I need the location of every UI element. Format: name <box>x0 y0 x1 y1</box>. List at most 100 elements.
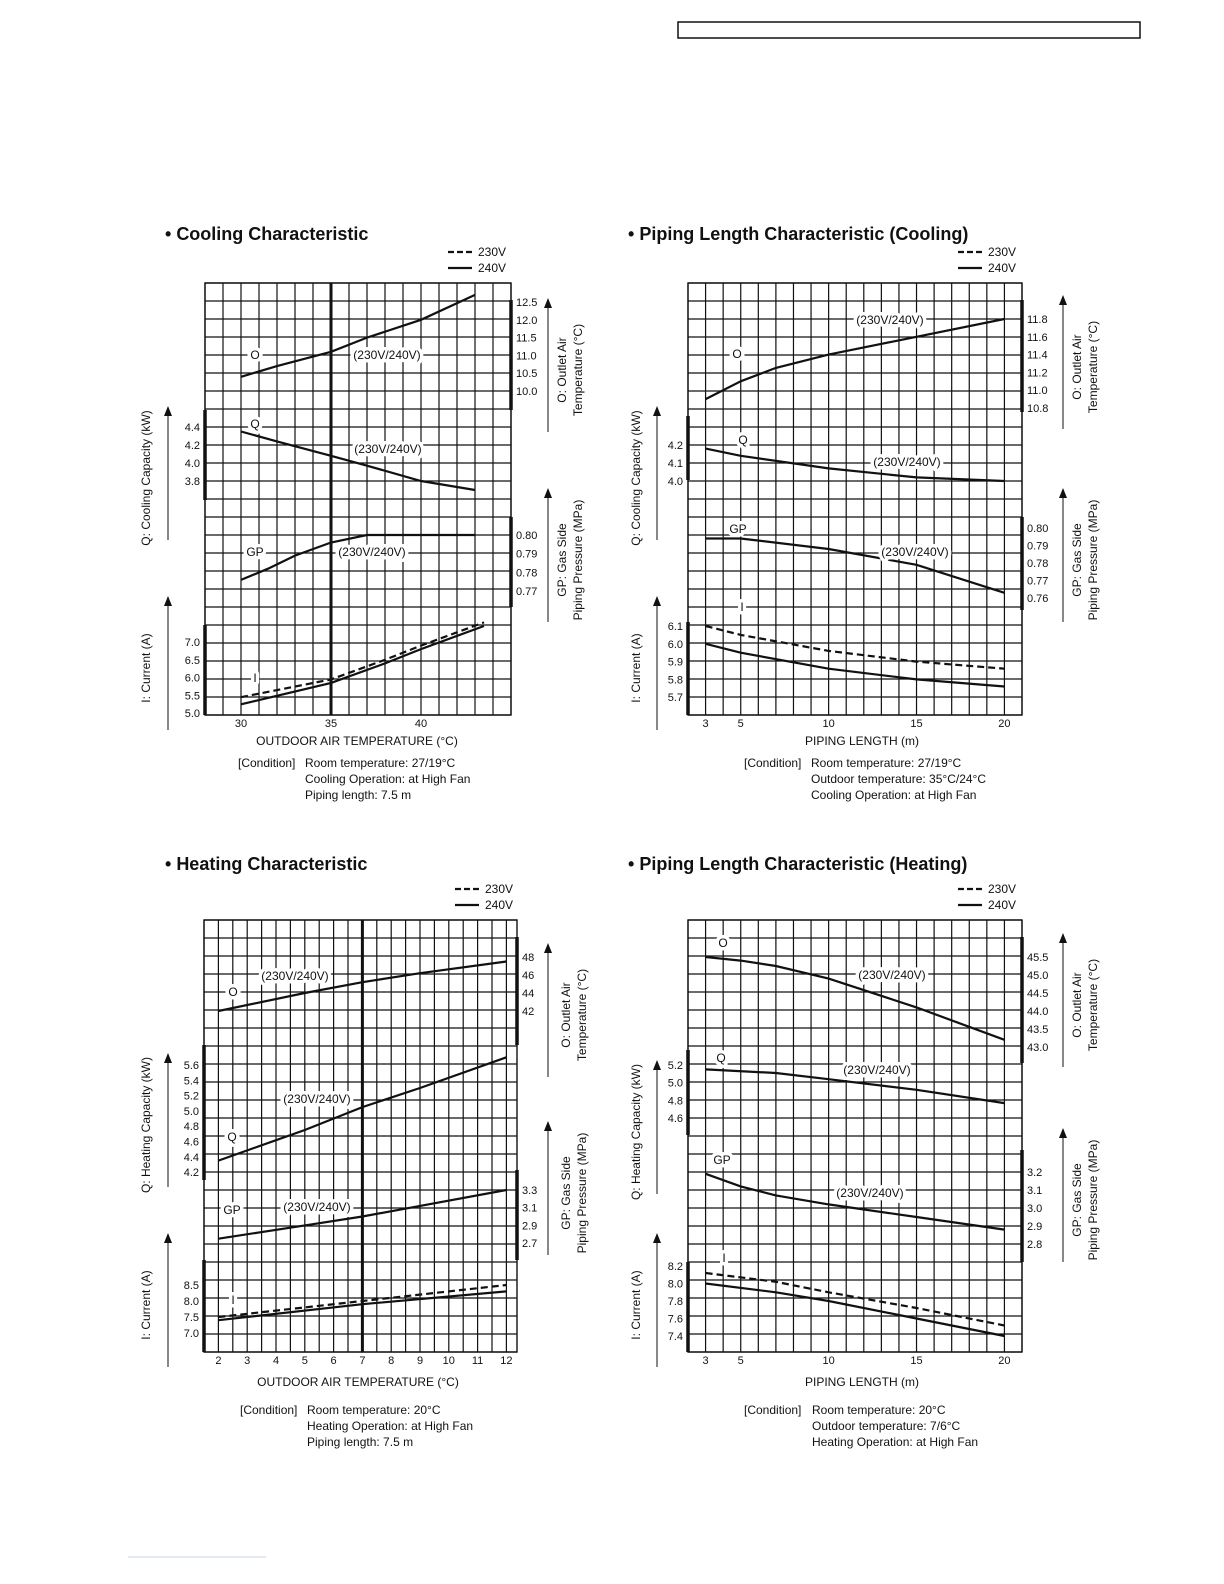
chart-3: • Heating Characteristic 230V 240V 2 3 4 5 6 7 8 9… <box>139 854 589 1449</box>
legend-label: 240V <box>988 261 1016 275</box>
y-tick-label: 46 <box>522 970 534 982</box>
y-tick-label: 2.8 <box>1027 1239 1042 1251</box>
curve-voltage-label: (230V/240V) <box>873 455 940 469</box>
series-line-i-230V <box>705 1271 1005 1327</box>
y-tick-label: 44.5 <box>1027 988 1048 1000</box>
series-line-o-230V-240V <box>705 317 1005 401</box>
y-tick-label: 11.4 <box>1027 350 1048 362</box>
y-tick-label: 7.0 <box>185 637 200 649</box>
y-tick-label: 2.9 <box>1027 1221 1042 1233</box>
legend-label: 240V <box>988 898 1016 912</box>
chart-title-text: Piping Length Characteristic (Cooling) <box>639 224 968 244</box>
condition-label: [Condition] <box>744 1403 801 1417</box>
x-tick-label: 2 <box>215 1355 221 1367</box>
bullet-icon: • <box>628 224 639 244</box>
curve-voltage-label: (230V/240V) <box>338 545 405 559</box>
arrow-up-icon <box>653 1060 661 1070</box>
y-tick-label: 4.2 <box>668 440 683 452</box>
panel-o: 11.8 11.6 11.4 11.2 11.0 10.8 O (230V/240V) O: O… <box>705 295 1100 429</box>
y-tick-label: 0.78 <box>1027 558 1048 570</box>
y-tick-label: 4.8 <box>184 1121 199 1133</box>
condition-line: Outdoor temperature: 35°C/24°C <box>811 772 986 786</box>
curve-voltage-label: (230V/240V) <box>836 1186 903 1200</box>
y-tick-label: 0.76 <box>1027 593 1048 605</box>
arrow-up-icon <box>164 1053 172 1063</box>
condition-label: [Condition] <box>744 756 801 770</box>
panel-q: 4.4 4.2 4.0 3.8 Q (230V/240V) Q: Cooling Capac… <box>139 406 476 546</box>
chart-title: • Piping Length Characteristic (Cooling) <box>628 224 968 244</box>
series-line-i-230V <box>218 1283 507 1319</box>
x-tick-label: 7 <box>359 1355 365 1367</box>
y-tick-label: 12.5 <box>516 297 537 309</box>
y-tick-label: 5.0 <box>184 1106 199 1118</box>
y-tick-label: 3.1 <box>1027 1185 1042 1197</box>
y-tick-label: 5.0 <box>668 1078 683 1090</box>
x-tick-label: 12 <box>500 1355 512 1367</box>
y-tick-label: 7.8 <box>668 1296 683 1308</box>
y-tick-label: 11.0 <box>1027 385 1048 397</box>
panel-gp: 0.80 0.79 0.78 0.77 0.76 GP (230V/240V) GP: Gas… <box>705 488 1100 622</box>
y-tick-label: 5.2 <box>668 1060 683 1072</box>
curve-voltage-label: (230V/240V) <box>353 348 420 362</box>
y-tick-label: 6.0 <box>668 639 683 651</box>
y-tick-label: 4.0 <box>185 458 200 470</box>
y-axis-title: Q: Heating Capacity (kW) <box>629 1064 643 1200</box>
x-tick-label: 20 <box>998 1355 1010 1367</box>
condition-label: [Condition] <box>240 1403 297 1417</box>
y-tick-label: 4.1 <box>668 458 683 470</box>
panel-i: 8.5 8.0 7.5 7.0 I I: Current (A) <box>139 1233 507 1367</box>
y-axis-title: I: Current (A) <box>629 633 643 702</box>
y-tick-label: 11.0 <box>516 350 537 362</box>
y-tick-label: 3.0 <box>1027 1203 1042 1215</box>
y-axis-title: Piping Pressure (MPa) <box>1086 500 1100 621</box>
panel-q: 5.2 5.0 4.8 4.6 Q (230V/240V) Q: Heating Capac… <box>629 1048 1005 1200</box>
y-axis-title: Temperature (°C) <box>571 324 585 416</box>
condition-line: Heating Operation: at High Fan <box>812 1435 978 1449</box>
panel-gp: 3.3 3.1 2.9 2.7 GP (230V/240V) GP: Gas Side Pip… <box>218 1121 589 1260</box>
y-tick-label: 7.4 <box>668 1331 683 1343</box>
arrow-up-icon <box>164 406 172 416</box>
y-tick-label: 5.7 <box>668 692 683 704</box>
y-axis-title: Temperature (°C) <box>1086 321 1100 413</box>
series-line-gp-230V-240V <box>240 533 475 581</box>
x-tick-label: 3 <box>244 1355 250 1367</box>
arrow-up-icon <box>1059 488 1067 498</box>
arrow-up-icon <box>1059 295 1067 305</box>
y-tick-label: 4.4 <box>185 422 200 434</box>
panel-q: 4.2 4.1 4.0 Q (230V/240V) Q: Cooling Capacity… <box>629 406 1005 546</box>
x-tick-label: 11 <box>472 1355 483 1367</box>
x-tick-label: 30 <box>235 718 247 730</box>
legend-label: 240V <box>478 261 506 275</box>
x-tick-label: 5 <box>302 1355 308 1367</box>
y-tick-label: 3.8 <box>185 476 200 488</box>
panel-o: 45.5 45.0 44.5 44.0 43.5 43.0 O (230V/240V) O: O… <box>705 933 1100 1067</box>
arrow-up-icon <box>164 1233 172 1243</box>
y-tick-label: 3.1 <box>522 1203 537 1215</box>
y-tick-label: 4.6 <box>184 1137 199 1149</box>
curve-letter-label: Q <box>227 1130 236 1144</box>
curve-letter-label: GP <box>246 545 263 559</box>
panel-i: 7.0 6.5 6.0 5.5 5.0 I I: Current (A) <box>139 596 485 730</box>
x-tick-label: 35 <box>325 718 337 730</box>
x-tick-label: 3 <box>703 718 709 730</box>
curve-voltage-label: (230V/240V) <box>283 1092 350 1106</box>
grid <box>203 919 517 1353</box>
arrow-up-icon <box>653 1233 661 1243</box>
curve-voltage-label: (230V/240V) <box>843 1063 910 1077</box>
y-tick-label: 0.80 <box>516 530 537 542</box>
plot-frame <box>687 282 1023 716</box>
y-axis-title: Temperature (°C) <box>575 969 589 1061</box>
y-axis-title: GP: Gas Side <box>1070 1163 1084 1237</box>
y-tick-label: 0.80 <box>1027 523 1048 535</box>
x-tick-label: 8 <box>388 1355 394 1367</box>
y-axis-title: Piping Pressure (MPa) <box>571 500 585 621</box>
bullet-icon: • <box>165 224 176 244</box>
bullet-icon: • <box>628 854 639 874</box>
y-tick-label: 0.79 <box>516 549 537 561</box>
legend-label: 240V <box>485 898 513 912</box>
y-tick-label: 6.0 <box>185 673 200 685</box>
y-tick-label: 7.5 <box>184 1312 199 1324</box>
curve-letter-label: GP <box>713 1153 730 1167</box>
arrow-up-icon <box>653 596 661 606</box>
arrow-up-icon <box>653 406 661 416</box>
